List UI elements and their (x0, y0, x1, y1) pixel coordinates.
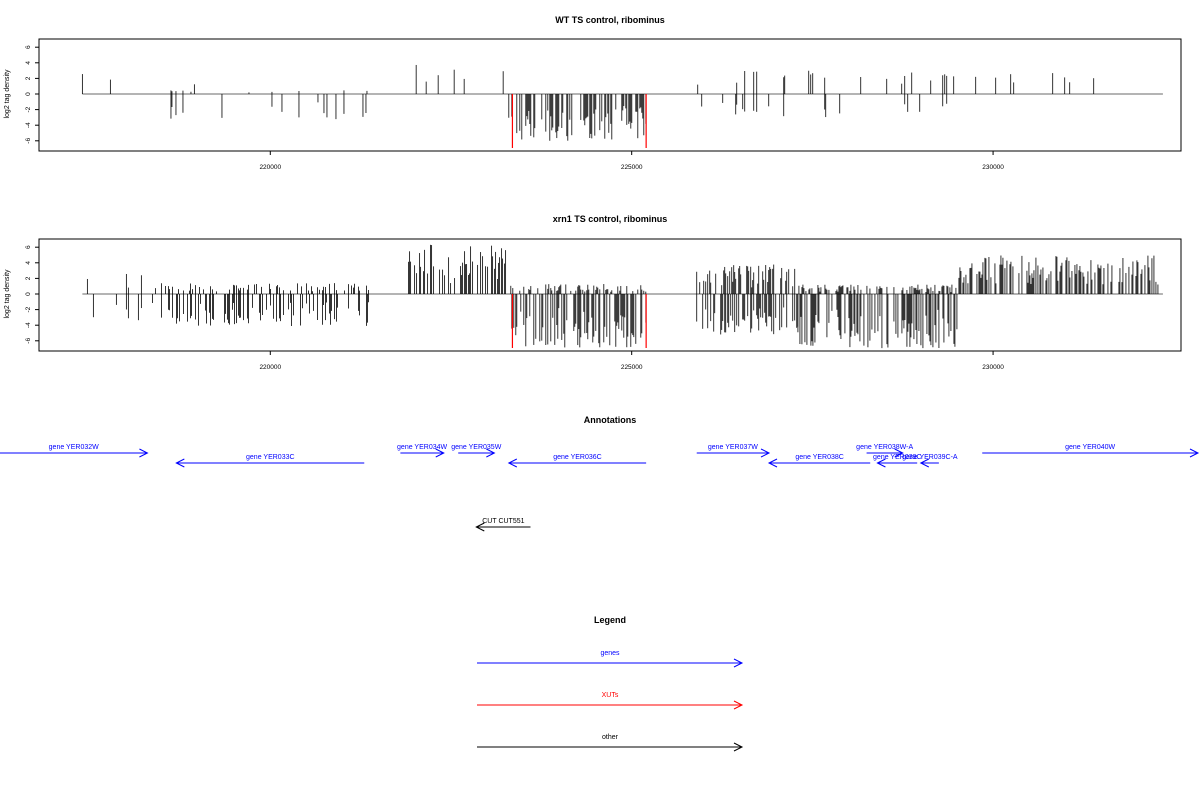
highlight-bars (511, 294, 647, 348)
legend-arrow-arrowhead (733, 742, 744, 752)
y-tick-label: -2 (25, 306, 32, 312)
gene-arrow-arrowhead (175, 458, 185, 468)
highlight-bars (511, 94, 647, 148)
y-tick-label: 0 (25, 292, 32, 296)
gene-arrow-arrowhead (435, 448, 445, 458)
y-tick-label: -6 (25, 138, 32, 144)
y-tick-label: 0 (25, 92, 32, 96)
gene-arrow-arrowhead (507, 458, 518, 468)
gene-feature: gene YER040W (982, 444, 1200, 458)
gene-label: gene YER040W (1065, 444, 1115, 451)
gene-feature: gene YER039C-A (902, 454, 958, 468)
gene-feature: gene YER035W (451, 444, 502, 458)
annotations-title: Annotations (584, 415, 637, 425)
y-tick-label: 2 (25, 76, 32, 80)
gene-label: gene YER038W-A (856, 444, 913, 451)
gene-label: gene YER032W (49, 444, 99, 451)
x-axis: 220000 225000 230000 (259, 351, 1004, 371)
legend: Legend genes XUTs other (477, 615, 744, 752)
gene-feature: gene YER032W (0, 444, 149, 458)
gene-arrow-arrowhead (894, 448, 904, 458)
y-tick-label: 6 (25, 45, 32, 49)
x-tick-label: 225000 (621, 164, 643, 171)
y-tick-label: -4 (25, 122, 32, 128)
legend-item: XUTs (477, 692, 744, 710)
legend-title: Legend (594, 615, 626, 625)
panel-xrn1: xrn1 TS control, ribominus log2 tag dens… (4, 214, 1182, 371)
x-tick-label: 230000 (982, 364, 1004, 371)
gene-feature: gene YER036C (507, 454, 647, 468)
gene-arrow-arrowhead (919, 458, 930, 468)
legend-arrow-arrowhead (733, 700, 744, 710)
y-axis: 6 4 2 0 -2 -4 -6 (25, 45, 40, 144)
legend-item: genes (477, 650, 744, 668)
legend-arrow-arrowhead (733, 658, 744, 668)
gene-label: gene YER033C (246, 454, 295, 461)
gene-feature: CUT CUT551 (475, 518, 531, 532)
y-axis-label: log2 tag density (4, 269, 11, 319)
gene-arrow-arrowhead (1189, 448, 1200, 458)
panel-wt: WT TS control, ribominus log2 tag densit… (4, 15, 1182, 171)
density-bars (81, 64, 1095, 141)
gene-feature: gene YER038C (767, 454, 871, 468)
y-tick-label: 6 (25, 245, 32, 249)
gene-label: CUT CUT551 (482, 518, 524, 525)
gene-arrow-arrowhead (767, 458, 778, 468)
gene-arrows: gene YER032W gene YER033C gene YER034W gene… (0, 444, 1200, 532)
y-axis-label: log2 tag density (4, 69, 11, 119)
gene-label: gene YER038C (795, 454, 844, 461)
x-tick-label: 225000 (621, 364, 643, 371)
legend-label: genes (600, 650, 620, 657)
y-tick-label: -4 (25, 322, 32, 328)
gene-feature: gene YER038W-A (856, 444, 913, 458)
panel-title: xrn1 TS control, ribominus (553, 214, 668, 224)
gene-arrow-arrowhead (486, 448, 496, 458)
legend-label: other (602, 734, 619, 741)
gene-feature: gene YER039C (873, 454, 922, 468)
y-tick-label: 2 (25, 276, 32, 280)
gene-feature: gene YER034W (397, 444, 447, 458)
x-tick-label: 230000 (982, 164, 1004, 171)
gene-feature: gene YER033C (175, 454, 365, 468)
gene-arrow-arrowhead (760, 448, 771, 458)
gene-label: gene YER039C-A (902, 454, 958, 461)
gene-label: gene YER039C (873, 454, 922, 461)
legend-items: genes XUTs other (477, 650, 744, 752)
gene-label: gene YER035W (451, 444, 501, 451)
gene-feature: gene YER037W (696, 444, 771, 458)
x-tick-label: 220000 (259, 364, 281, 371)
y-tick-label: 4 (25, 61, 32, 65)
gene-label: gene YER036C (553, 454, 602, 461)
x-axis: 220000 225000 230000 (259, 151, 1004, 171)
legend-item: other (477, 734, 744, 752)
panel-title: WT TS control, ribominus (555, 15, 665, 25)
y-tick-label: 4 (25, 261, 32, 265)
gene-label: gene YER037W (708, 444, 758, 451)
y-axis: 6 4 2 0 -2 -4 -6 (25, 245, 40, 344)
y-tick-label: -2 (25, 106, 32, 112)
plot-frame (38, 38, 1182, 152)
x-tick-label: 220000 (259, 164, 281, 171)
gene-arrow-arrowhead (139, 448, 149, 458)
gene-arrow-arrowhead (876, 458, 886, 468)
gene-arrow-arrowhead (475, 522, 485, 532)
gene-label: gene YER034W (397, 444, 447, 451)
y-tick-label: -6 (25, 338, 32, 344)
legend-label: XUTs (602, 692, 619, 699)
density-bars (86, 244, 1159, 349)
